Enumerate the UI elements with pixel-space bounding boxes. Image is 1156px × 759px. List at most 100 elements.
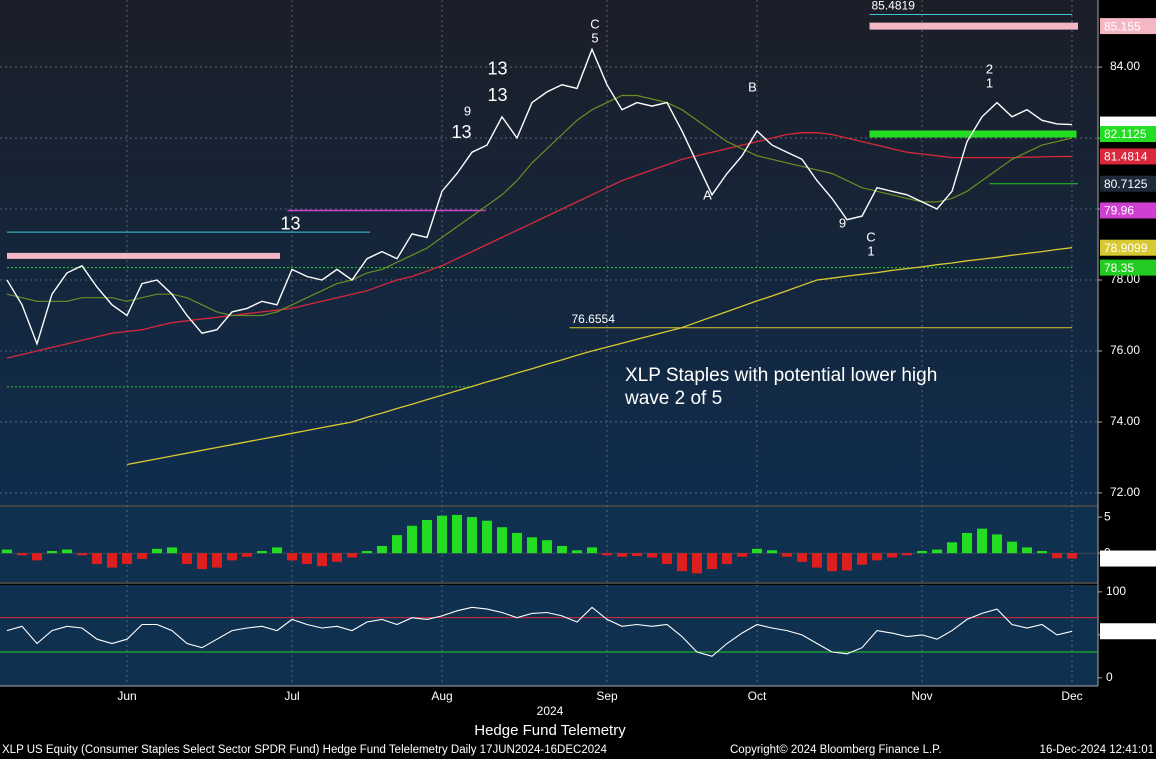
histogram-bar [857,553,867,565]
count-label: C [866,230,875,245]
price-panel [0,0,1098,505]
y-tick-label: 74.00 [1110,414,1140,428]
histogram-bar [242,553,252,557]
footer: 16-Dec-2024 12:41:01 [1040,744,1154,756]
level-label: 76.6554 [572,312,616,326]
y-tick-label: 76.00 [1110,343,1140,357]
histogram-bar [557,545,567,554]
histogram-bar [272,547,282,554]
histogram-bar [407,525,417,554]
year-label: 2024 [537,704,564,718]
histogram-bar [257,550,267,554]
count-label: 5 [591,30,598,45]
histogram-bar [137,553,147,559]
histogram-bar [1037,550,1047,554]
histogram-bar [197,553,207,570]
axis-panel [1098,0,1156,686]
histogram-bar [587,547,597,554]
y-tick-label: 0 [1106,670,1113,684]
price-tag [1100,175,1156,192]
moving-average [6,94,1073,317]
histogram-bar [152,548,162,554]
x-tick-label: Aug [431,689,452,703]
histogram-bar [1052,553,1062,559]
histogram-bar [422,519,432,554]
count-label: 1 [867,243,874,258]
histogram-bar [617,553,627,557]
count-label: 13 [280,214,300,234]
histogram-bar [932,549,942,554]
histogram-bar [782,553,792,557]
histogram-bar [872,553,882,561]
rsi-tag [1100,623,1156,640]
histogram-bar [62,549,72,554]
rsi-tag-label: 54.1836 [1104,624,1148,638]
histogram-bar [227,553,237,561]
histogram-bar [902,553,912,556]
annotation: wave 2 of 5 [624,388,722,409]
histogram-bar [737,553,747,557]
moving-average [6,132,1072,359]
histogram-bar [377,545,387,554]
histogram-bar [542,540,552,554]
histogram-bar [842,553,852,571]
histogram-bar [167,547,177,554]
histogram-bar [1022,547,1032,554]
footer: Copyright© 2024 Bloomberg Finance L.P. [730,744,942,756]
price-tag [1100,18,1156,35]
histogram-bar [992,534,1002,554]
price-tag [1100,202,1156,219]
x-tick-label: Sep [596,689,618,703]
price-tag-label: 85.155 [1104,19,1141,33]
x-tick-label: Nov [911,689,932,703]
histogram-bar [962,532,972,554]
count-label: 13 [487,59,507,79]
histogram-bar [182,553,192,564]
histogram-bar [47,550,57,554]
histogram-bar [467,517,477,554]
level-label: 85.4819 [872,0,916,13]
price-tag [1100,239,1156,256]
count-label: A [703,187,712,202]
histogram-bar [1007,541,1017,554]
histogram-bar [392,535,402,554]
y-tick-label: 78.00 [1110,272,1140,286]
histogram-bar [107,553,117,568]
y-tick-label: 100 [1106,584,1126,598]
histogram-bar [77,553,87,556]
histogram-bar [92,553,102,564]
histogram-bar [722,553,732,564]
histogram-bar [752,548,762,554]
rsi-panel [0,585,1098,686]
histogram-bar [527,537,537,554]
histogram-bar [452,514,462,554]
y-tick-label: 72.00 [1110,485,1140,499]
price-tag [1100,126,1156,143]
histogram-bar [302,553,312,564]
histogram-bar [947,542,957,554]
histogram-bar [692,553,702,574]
histogram-bar [332,553,342,562]
histogram-bar [1067,553,1077,559]
count-label: 1 [986,76,993,91]
price-tag-label: 81.4814 [1104,150,1148,164]
histogram-bar [287,553,297,561]
x-tick-label: Jul [284,689,299,703]
count-label: B [748,79,757,94]
histogram-bar [812,553,822,568]
histogram-bar [827,553,837,572]
histogram-bar [512,532,522,554]
histogram-bar [767,550,777,554]
price-tag-label: 78.9099 [1104,241,1148,255]
histogram-bar [362,550,372,554]
histogram-bar [317,553,327,567]
y-tick-label: 84.00 [1110,59,1140,73]
histogram-bar [887,553,897,558]
histogram-tag-label: -0.7463 [1104,552,1145,566]
y-tick-label: 5 [1104,509,1111,523]
x-tick-label: Dec [1061,689,1082,703]
x-tick-label: Oct [748,689,767,703]
histogram-bar [797,553,807,562]
price-tag-label: 79.96 [1104,204,1134,218]
